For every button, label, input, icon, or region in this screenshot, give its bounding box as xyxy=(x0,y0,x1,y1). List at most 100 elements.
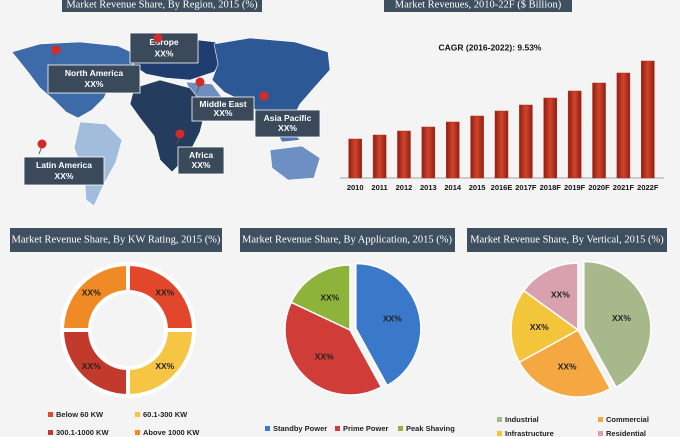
region-box xyxy=(177,146,225,175)
pin-head xyxy=(175,129,185,139)
region-share: XX% xyxy=(192,160,211,170)
legend-label: Industrial xyxy=(505,415,539,424)
x-tick-label: 2021F xyxy=(613,183,635,192)
legend-swatch xyxy=(398,426,403,431)
legend-swatch xyxy=(135,430,140,435)
x-tick-label: 2014 xyxy=(444,183,462,192)
x-tick-label: 2018F xyxy=(540,183,562,192)
region-name: Asia Pacific xyxy=(264,113,312,123)
map-title: Market Revenue Share, By Region, 2015 (%… xyxy=(66,0,258,10)
bar-title: Market Revenues, 2010-22F ($ Billion) xyxy=(395,0,562,10)
data-label: XX% xyxy=(530,322,549,332)
data-label: XX% xyxy=(383,313,402,323)
region-box xyxy=(23,156,105,186)
pin-head xyxy=(37,139,47,149)
bar xyxy=(543,97,558,179)
pie-slice xyxy=(284,301,383,396)
pie-title: Market Revenue Share, By Vertical, 2015 … xyxy=(470,234,664,245)
pie-slice xyxy=(522,262,579,332)
x-tick-label: 2013 xyxy=(420,183,437,192)
bar xyxy=(372,134,387,179)
x-tick-label: 2017F xyxy=(515,183,537,192)
legend-label: Residential xyxy=(606,429,646,437)
bar xyxy=(421,126,436,179)
region-share: XX% xyxy=(55,171,74,181)
legend-label: 300.1-1000 KW xyxy=(56,428,109,437)
region-name: Latin America xyxy=(36,160,92,170)
bar xyxy=(445,121,460,179)
data-label: XX% xyxy=(155,287,174,297)
pie-title: Market Revenue Share, By Application, 20… xyxy=(242,234,452,245)
bar xyxy=(592,82,606,179)
region-share: XX% xyxy=(214,108,233,118)
bar xyxy=(494,110,509,179)
legend-swatch xyxy=(265,426,270,431)
pie-slice xyxy=(510,289,580,364)
data-label: XX% xyxy=(612,313,631,323)
pie-slice xyxy=(583,260,652,389)
x-tick-label: 2016E xyxy=(491,183,513,192)
donut-segment xyxy=(59,261,130,332)
data-label: XX% xyxy=(82,287,101,297)
legend-label: 60.1-300 KW xyxy=(143,410,188,419)
legend-swatch xyxy=(48,430,53,435)
x-tick-label: 2015 xyxy=(469,183,486,192)
region-box xyxy=(254,109,321,138)
legend-swatch xyxy=(598,417,603,422)
legend-label: Commercial xyxy=(606,415,649,424)
region-share: XX% xyxy=(278,123,297,133)
data-label: XX% xyxy=(82,361,101,371)
title-box xyxy=(240,228,455,252)
region-share: XX% xyxy=(85,79,104,89)
data-label: XX% xyxy=(315,352,334,362)
region-box xyxy=(191,96,255,122)
data-label: XX% xyxy=(558,362,577,372)
legend-swatch xyxy=(497,417,502,422)
title-box xyxy=(62,0,262,12)
data-label: XX% xyxy=(155,361,174,371)
legend-swatch xyxy=(497,431,502,436)
bar xyxy=(519,104,533,179)
donut-title: Market Revenue Share, By KW Rating, 2015… xyxy=(12,234,221,245)
title-box xyxy=(10,228,222,252)
pie-slice xyxy=(290,264,351,332)
pin-head xyxy=(153,33,163,43)
bar xyxy=(616,72,631,179)
legend-label: Standby Power xyxy=(273,424,327,433)
x-tick-label: 2020F xyxy=(588,183,610,192)
title-box xyxy=(384,0,572,12)
legend-swatch xyxy=(48,412,53,417)
bar xyxy=(567,90,582,179)
x-tick-label: 2019F xyxy=(564,183,586,192)
x-tick-label: 2012 xyxy=(396,183,413,192)
x-tick-label: 2011 xyxy=(371,183,387,192)
pie-slice xyxy=(518,328,612,398)
title-box xyxy=(467,228,667,252)
legend-swatch xyxy=(598,431,603,436)
legend-swatch xyxy=(335,426,340,431)
legend-label: Infrastructure xyxy=(505,429,554,437)
region-box xyxy=(129,32,199,64)
legend-label: Peak Shaving xyxy=(406,424,455,433)
bar xyxy=(641,60,655,179)
x-tick-label: 2022F xyxy=(637,183,659,192)
bar xyxy=(470,115,484,179)
legend-label: Below 60 KW xyxy=(56,410,104,419)
pin-head xyxy=(195,77,205,87)
x-tick-label: 2010 xyxy=(347,183,364,192)
cagr-note: CAGR (2016-2022): 9.53% xyxy=(439,42,542,52)
region-name: North America xyxy=(65,68,124,78)
pie-slice xyxy=(355,262,422,387)
region-box xyxy=(47,64,141,94)
data-label: XX% xyxy=(320,292,339,302)
region-name: Middle East xyxy=(199,99,246,109)
data-label: XX% xyxy=(551,290,570,300)
region-share: XX% xyxy=(155,48,174,58)
region-name: Africa xyxy=(189,150,213,160)
legend-swatch xyxy=(135,412,140,417)
bar xyxy=(397,130,411,179)
legend-label: Above 1000 KW xyxy=(143,428,200,437)
legend-label: Prime Power xyxy=(343,424,389,433)
pin-head xyxy=(259,91,269,101)
pin-head xyxy=(51,45,61,55)
